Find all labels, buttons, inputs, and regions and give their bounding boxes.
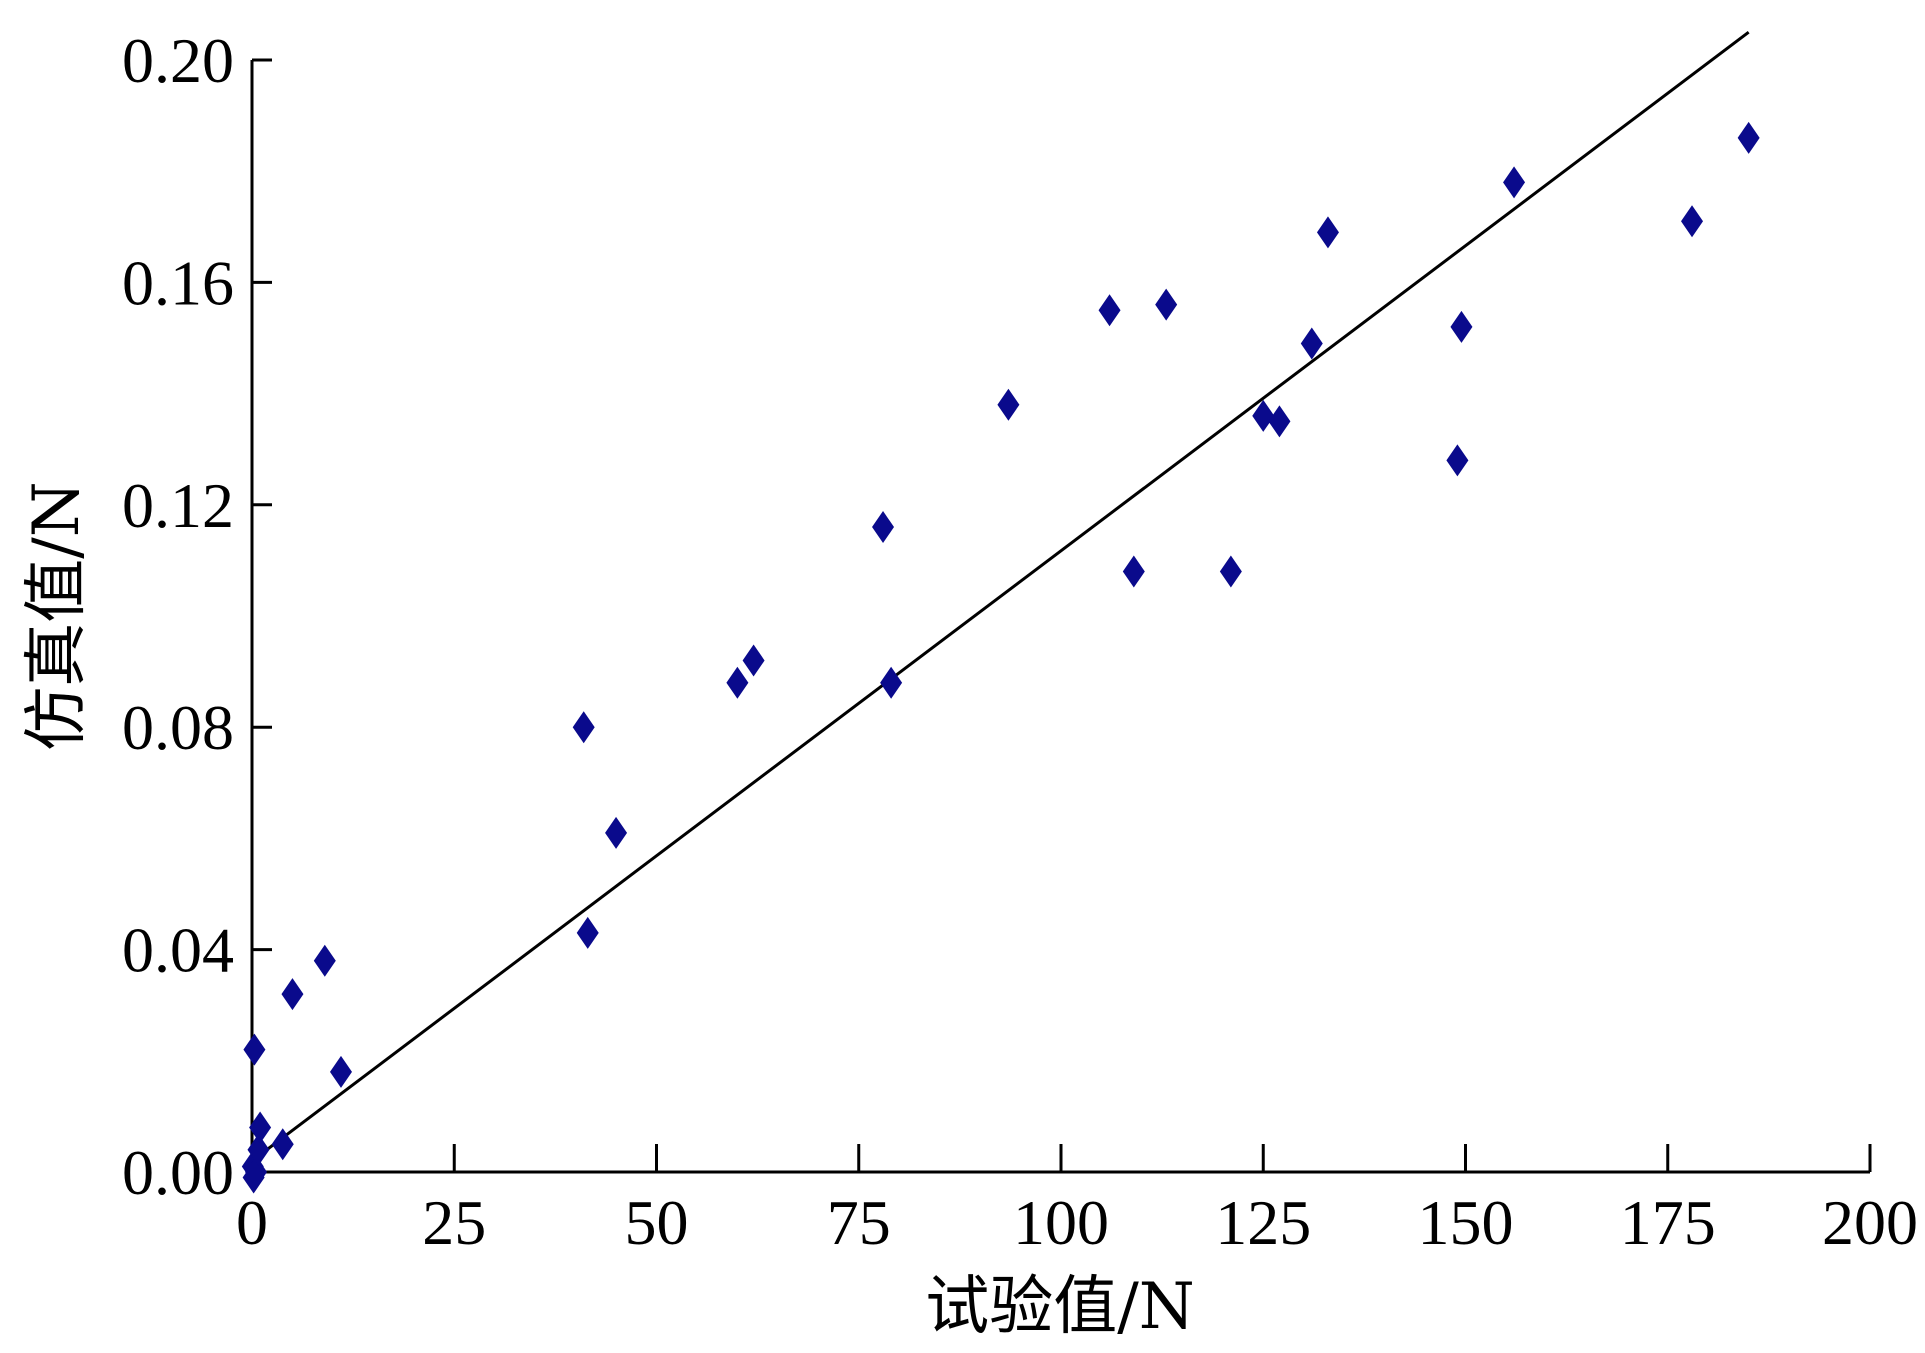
x-tick-label: 125	[1215, 1187, 1311, 1258]
data-point	[1155, 288, 1178, 321]
data-point	[726, 666, 749, 699]
data-point	[247, 1133, 270, 1166]
y-tick-label: 0.16	[122, 247, 234, 318]
data-point	[572, 711, 595, 744]
x-axis-label: 试验值/N	[925, 1270, 1195, 1344]
data-point	[1219, 555, 1242, 588]
y-tick-label: 0.20	[122, 25, 234, 96]
x-tick-label: 175	[1620, 1187, 1716, 1258]
data-point	[1503, 166, 1526, 199]
data-point	[1252, 399, 1275, 432]
data-point	[1300, 327, 1323, 360]
data-point	[742, 644, 765, 677]
data-point	[249, 1111, 272, 1144]
data-points	[241, 121, 1760, 1194]
data-point	[880, 666, 903, 699]
x-tick-label: 75	[827, 1187, 891, 1258]
x-tick-label: 25	[422, 1187, 486, 1258]
y-tick-label: 0.04	[122, 915, 234, 986]
y-tick-label: 0.00	[122, 1137, 234, 1208]
data-point	[271, 1128, 294, 1161]
data-point	[1737, 121, 1760, 154]
fit-line	[251, 31, 1750, 1163]
data-point	[1122, 555, 1145, 588]
data-point	[313, 944, 336, 977]
data-point	[1681, 205, 1704, 238]
y-tick-label: 0.12	[122, 470, 234, 541]
data-point	[576, 916, 599, 949]
data-point	[1316, 216, 1339, 249]
y-ticks: 0.00 0.04 0.08 0.12 0.16 0.20	[122, 25, 272, 1208]
data-point	[281, 978, 304, 1011]
data-point	[997, 388, 1020, 421]
x-tick-label: 200	[1822, 1187, 1918, 1258]
data-point	[245, 1156, 268, 1188]
data-point	[1450, 310, 1473, 343]
plot-area: 0 25 50 75 100 125 150 175 200 0.000.040.080.120…	[122, 25, 1918, 1258]
y-tick-label: 0.08	[122, 692, 234, 763]
x-tick-label: 50	[625, 1187, 689, 1258]
data-point	[1268, 405, 1291, 438]
y-axis-label: 仿真值/N	[20, 481, 94, 751]
x-tick-label: 100	[1013, 1187, 1109, 1258]
data-point	[329, 1055, 352, 1088]
x-tick-label: 0	[236, 1187, 268, 1258]
data-point	[1446, 444, 1469, 477]
data-point	[1098, 294, 1121, 327]
data-point	[243, 1033, 266, 1066]
x-ticks: 0 25 50 75 100 125 150 175 200	[236, 1144, 1918, 1258]
x-tick-label: 150	[1418, 1187, 1514, 1258]
data-point	[872, 511, 895, 544]
data-point	[605, 816, 628, 849]
